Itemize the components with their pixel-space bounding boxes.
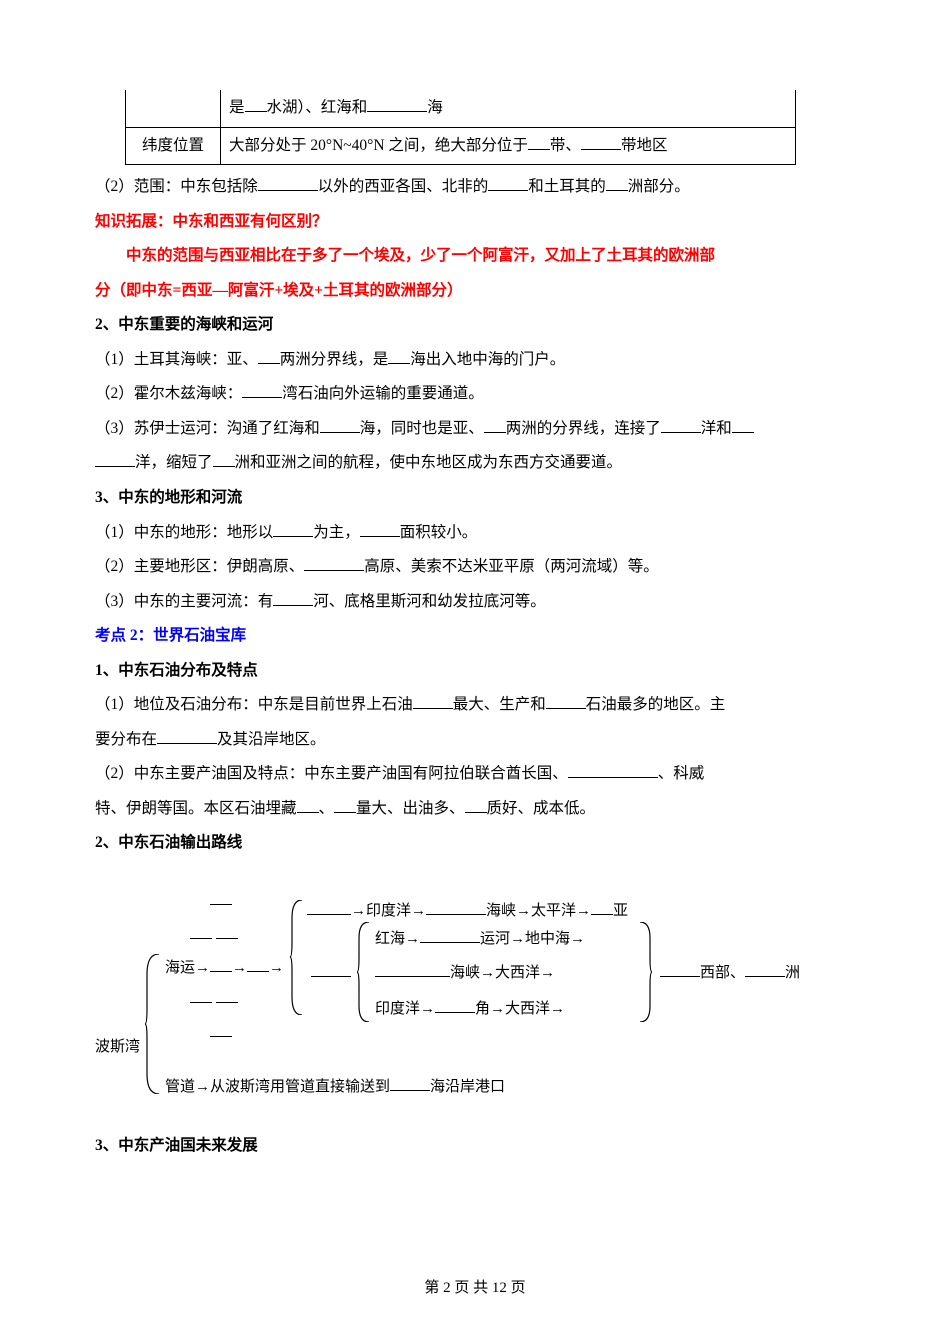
text: 质好、成本低。 bbox=[487, 800, 596, 817]
text: 湾石油向外运输的重要通道。 bbox=[282, 385, 484, 402]
text: 及其沿岸地区。 bbox=[217, 731, 326, 748]
text: 要分布在 bbox=[95, 731, 157, 748]
text: 以外的西亚各国、北非的 bbox=[318, 178, 489, 195]
text: 带、 bbox=[550, 137, 581, 154]
table-cell bbox=[126, 90, 221, 127]
text: 洋和 bbox=[701, 420, 732, 437]
section-heading: 2、中东石油输出路线 bbox=[95, 827, 855, 860]
text: 海出入地中海的门户。 bbox=[410, 351, 565, 368]
location-table: 是 水湖）、红海和 海 纬度位置 大部分处于 20°N~40°N 之间，绝大部分位于… bbox=[125, 90, 796, 165]
text: 和土耳其的 bbox=[528, 178, 606, 195]
diagram-node: 海峡→大西洋→ bbox=[375, 958, 555, 990]
paragraph: 要分布在 及其沿岸地区。 bbox=[95, 724, 855, 757]
text: 量大、出油多、 bbox=[356, 800, 465, 817]
text: 洲部分。 bbox=[628, 178, 690, 195]
paragraph: （3）苏伊士运河：沟通了红海和 海，同时也是亚、 两洲的分界线，连接了 洋和 bbox=[95, 413, 855, 446]
topic-heading: 考点 2：世界石油宝库 bbox=[95, 620, 855, 653]
diagram-node: 西部、洲 bbox=[660, 958, 800, 990]
bracket-icon bbox=[145, 954, 161, 1094]
paragraph: （2）中东主要产油国及特点：中东主要产油国有阿拉伯联合酋长国、 、科威 bbox=[95, 758, 855, 791]
text: 最大、生产和 bbox=[453, 696, 546, 713]
oil-route-diagram: 波斯湾 海运→→→ →印度洋→海峡→太平洋→亚 红海→运河→地中海→ 海峡→大西… bbox=[95, 872, 855, 1112]
diagram-node: →印度洋→海峡→太平洋→亚 bbox=[307, 896, 628, 928]
text: 两洲的分界线，连接了 bbox=[506, 420, 661, 437]
knowledge-extension-body: 中东的范围与西亚相比在于多了一个埃及，少了一个阿富汗，又加上了土耳其的欧洲部 bbox=[95, 240, 855, 273]
table-cell: 大部分处于 20°N~40°N 之间，绝大部分位于 带、 带地区 bbox=[221, 127, 796, 165]
text: 是 bbox=[229, 99, 245, 116]
text: 石油最多的地区。主 bbox=[586, 696, 726, 713]
text: （3）苏伊士运河：沟通了红海和 bbox=[95, 420, 320, 437]
text: 洲和亚洲之间的航程，使中东地区成为东西方交通要道。 bbox=[235, 454, 623, 471]
text: 高原、美索不达米亚平原（两河流域）等。 bbox=[364, 558, 659, 575]
text: （1）地位及石油分布：中东是目前世界上石油 bbox=[95, 696, 413, 713]
text: （1）中东的地形：地形以 bbox=[95, 524, 273, 541]
text: 海，同时也是亚、 bbox=[360, 420, 484, 437]
text: （3）中东的主要河流：有 bbox=[95, 593, 273, 610]
paragraph: （3）中东的主要河流：有 河、底格里斯河和幼发拉底河等。 bbox=[95, 586, 855, 619]
diagram-node: 管道→从波斯湾用管道直接输送到海沿岸港口 bbox=[165, 1072, 505, 1104]
text: 带地区 bbox=[621, 137, 668, 154]
diagram-node: 海运→→→ bbox=[165, 952, 284, 985]
paragraph: （1）土耳其海峡：亚、 两洲分界线，是 海出入地中海的门户。 bbox=[95, 344, 855, 377]
page-footer: 第 2 页 共 12 页 bbox=[0, 1273, 950, 1305]
paragraph: 洋，缩短了 洲和亚洲之间的航程，使中东地区成为东西方交通要道。 bbox=[95, 447, 855, 480]
section-heading: 2、中东重要的海峡和运河 bbox=[95, 309, 855, 342]
text: 大部分处于 20°N~40°N 之间，绝大部分位于 bbox=[229, 137, 528, 154]
bracket-icon bbox=[640, 922, 654, 1022]
paragraph: （2）霍尔木兹海峡： 湾石油向外运输的重要通道。 bbox=[95, 378, 855, 411]
text: 海 bbox=[427, 99, 443, 116]
bracket-icon bbox=[357, 922, 371, 1022]
knowledge-extension-title: 知识拓展：中东和西亚有何区别？ bbox=[95, 206, 855, 239]
text: （2）中东主要产油国及特点：中东主要产油国有阿拉伯联合酋长国、 bbox=[95, 765, 568, 782]
text: （2）主要地形区：伊朗高原、 bbox=[95, 558, 304, 575]
bracket-icon bbox=[290, 900, 304, 1015]
paragraph: 特、伊朗等国。本区石油埋藏 、 量大、出油多、 质好、成本低。 bbox=[95, 793, 855, 826]
text: 为主， bbox=[313, 524, 360, 541]
section-heading: 1、中东石油分布及特点 bbox=[95, 655, 855, 688]
text: 、 bbox=[319, 800, 335, 817]
section-heading: 3、中东产油国未来发展 bbox=[95, 1130, 855, 1163]
paragraph: （2）主要地形区：伊朗高原、 高原、美索不达米亚平原（两河流域）等。 bbox=[95, 551, 855, 584]
text: 面积较小。 bbox=[400, 524, 478, 541]
section-heading: 3、中东的地形和河流 bbox=[95, 482, 855, 515]
text: 水湖）、红海和 bbox=[267, 99, 368, 116]
knowledge-extension-body: 分（即中东=西亚—阿富汗+埃及+土耳其的欧洲部分） bbox=[95, 275, 855, 308]
text: （2）霍尔木兹海峡： bbox=[95, 385, 242, 402]
text: 两洲分界线，是 bbox=[280, 351, 389, 368]
paragraph: （1）地位及石油分布：中东是目前世界上石油 最大、生产和 石油最多的地区。主 bbox=[95, 689, 855, 722]
text: （2）范围：中东包括除 bbox=[95, 178, 258, 195]
text: （1）土耳其海峡：亚、 bbox=[95, 351, 258, 368]
diagram-node: 印度洋→角→大西洋→ bbox=[375, 994, 565, 1026]
paragraph: （2）范围：中东包括除 以外的西亚各国、北非的 和土耳其的 洲部分。 bbox=[95, 171, 855, 204]
table-cell-label: 纬度位置 bbox=[126, 127, 221, 165]
diagram-node: 波斯湾 bbox=[95, 1032, 140, 1064]
paragraph: （1）中东的地形：地形以 为主， 面积较小。 bbox=[95, 517, 855, 550]
text: 特、伊朗等国。本区石油埋藏 bbox=[95, 800, 297, 817]
text: 河、底格里斯河和幼发拉底河等。 bbox=[313, 593, 546, 610]
diagram-node: 红海→运河→地中海→ bbox=[375, 924, 585, 956]
text: 、科威 bbox=[658, 765, 705, 782]
table-cell: 是 水湖）、红海和 海 bbox=[221, 90, 796, 127]
text: 洋，缩短了 bbox=[135, 454, 213, 471]
